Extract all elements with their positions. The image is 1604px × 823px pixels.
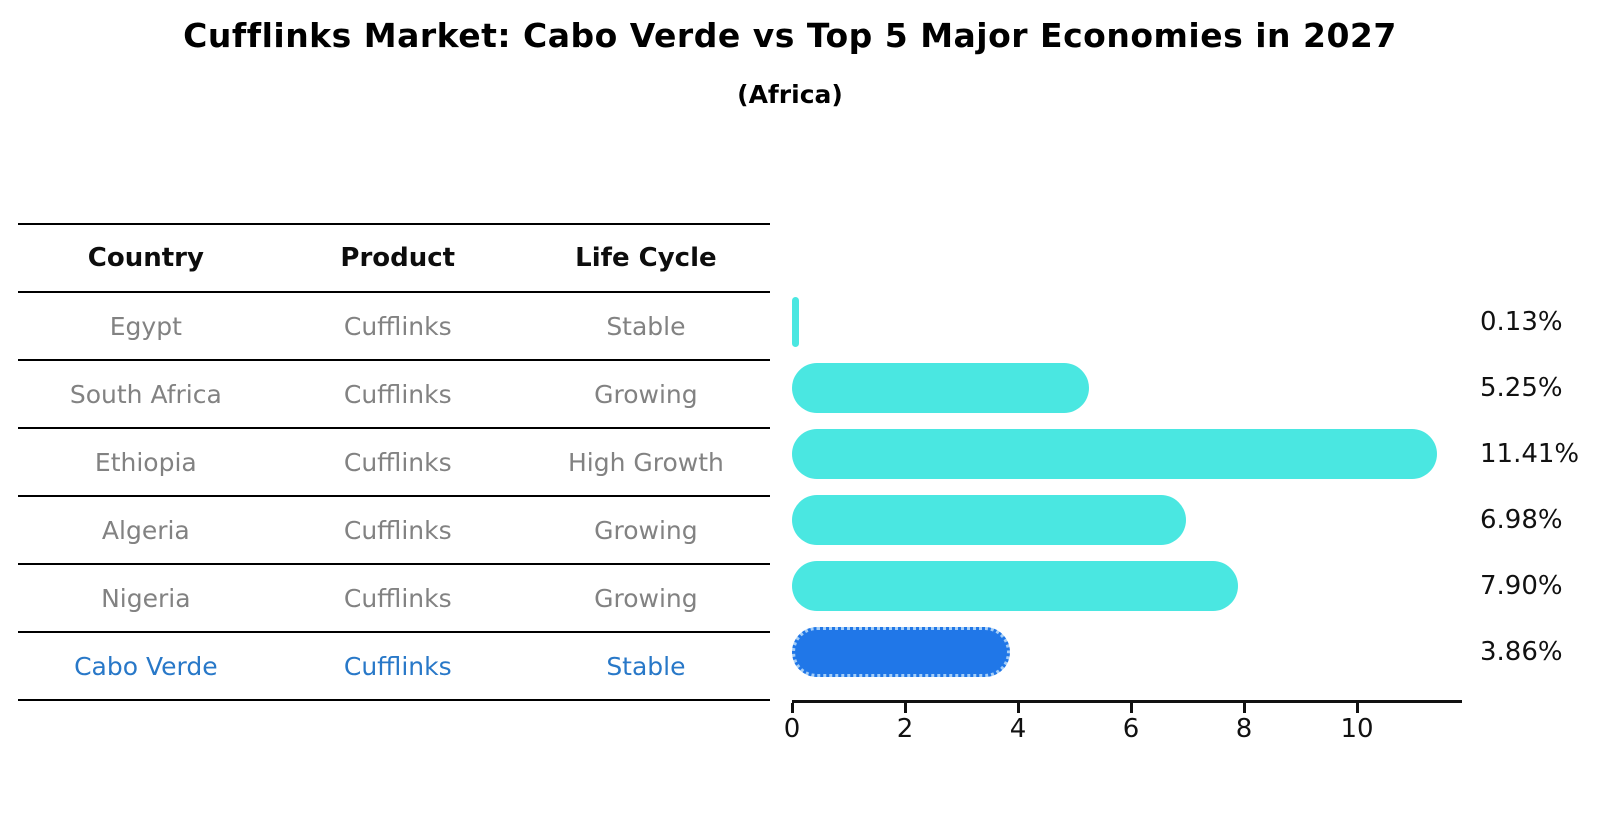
country-table: Country Product Life Cycle Egypt Cufflin… (18, 223, 770, 701)
bar-row (792, 553, 1470, 619)
table-row: Ethiopia Cufflinks High Growth (18, 429, 770, 497)
x-axis-tick-mark (1356, 703, 1359, 713)
x-axis-line (792, 700, 1462, 703)
bar-value-label: 11.41% (1480, 439, 1580, 469)
table-cell-product: Cufflinks (343, 379, 452, 409)
table-cell-product: Cufflinks (343, 515, 452, 545)
x-axis-tick-label: 8 (1235, 714, 1253, 744)
bar (792, 363, 1089, 413)
table-cell-product: Cufflinks (343, 651, 452, 681)
bar (792, 561, 1239, 611)
bar (792, 495, 1187, 545)
bar (792, 627, 1011, 677)
table-header-lifecycle: Life Cycle (575, 243, 717, 273)
bar-value-label: 5.25% (1480, 373, 1563, 403)
table-row: Egypt Cufflinks Stable (18, 293, 770, 361)
x-axis-tick-mark (791, 703, 794, 713)
table-row: Nigeria Cufflinks Growing (18, 565, 770, 633)
bar-value-label: 3.86% (1480, 637, 1563, 667)
x-axis-tick-mark (1017, 703, 1020, 713)
table-cell-product: Cufflinks (343, 311, 452, 341)
x-axis-tick-mark (1243, 703, 1246, 713)
table-cell-lifecycle: Stable (606, 311, 686, 341)
table-header-product: Product (340, 243, 456, 273)
x-axis-tick-label: 2 (896, 714, 914, 744)
table-cell-lifecycle: High Growth (567, 447, 724, 477)
bar-row (792, 487, 1470, 553)
table-cell-lifecycle: Stable (606, 651, 686, 681)
table-cell-country: Algeria (101, 515, 190, 545)
table-header-country: Country (87, 243, 204, 273)
table-header-row: Country Product Life Cycle (18, 225, 770, 293)
x-axis-tick-mark (904, 703, 907, 713)
bar-value-label: 7.90% (1480, 571, 1563, 601)
table-cell-lifecycle: Growing (594, 583, 698, 613)
table-cell-country: Ethiopia (94, 447, 197, 477)
bar-row (792, 421, 1470, 487)
table-cell-country: Egypt (109, 311, 182, 341)
table-row: Cabo Verde Cufflinks Stable (18, 633, 770, 701)
chart-title: Cufflinks Market: Cabo Verde vs Top 5 Ma… (183, 16, 1397, 55)
x-axis-tick-label: 4 (1009, 714, 1027, 744)
table-cell-lifecycle: Growing (594, 515, 698, 545)
bar-value-label: 0.13% (1480, 307, 1563, 337)
x-axis-tick-label: 0 (783, 714, 801, 744)
bar-row (792, 355, 1470, 421)
bar (792, 429, 1437, 479)
table-row: South Africa Cufflinks Growing (18, 361, 770, 429)
table-cell-country: South Africa (69, 379, 222, 409)
x-axis-tick-label: 10 (1340, 714, 1374, 744)
table-cell-lifecycle: Growing (594, 379, 698, 409)
table-row: Algeria Cufflinks Growing (18, 497, 770, 565)
bar-plot-area (792, 289, 1470, 685)
bar (792, 297, 800, 347)
chart-subtitle: (Africa) (737, 80, 843, 109)
bar-row (792, 619, 1470, 685)
table-cell-country: Nigeria (101, 583, 191, 613)
bar-value-label: 6.98% (1480, 505, 1563, 535)
x-axis-tick-mark (1130, 703, 1133, 713)
table-cell-product: Cufflinks (343, 447, 452, 477)
bar-row (792, 289, 1470, 355)
table-cell-product: Cufflinks (343, 583, 452, 613)
table-cell-country: Cabo Verde (74, 651, 218, 681)
x-axis-tick-label: 6 (1122, 714, 1140, 744)
